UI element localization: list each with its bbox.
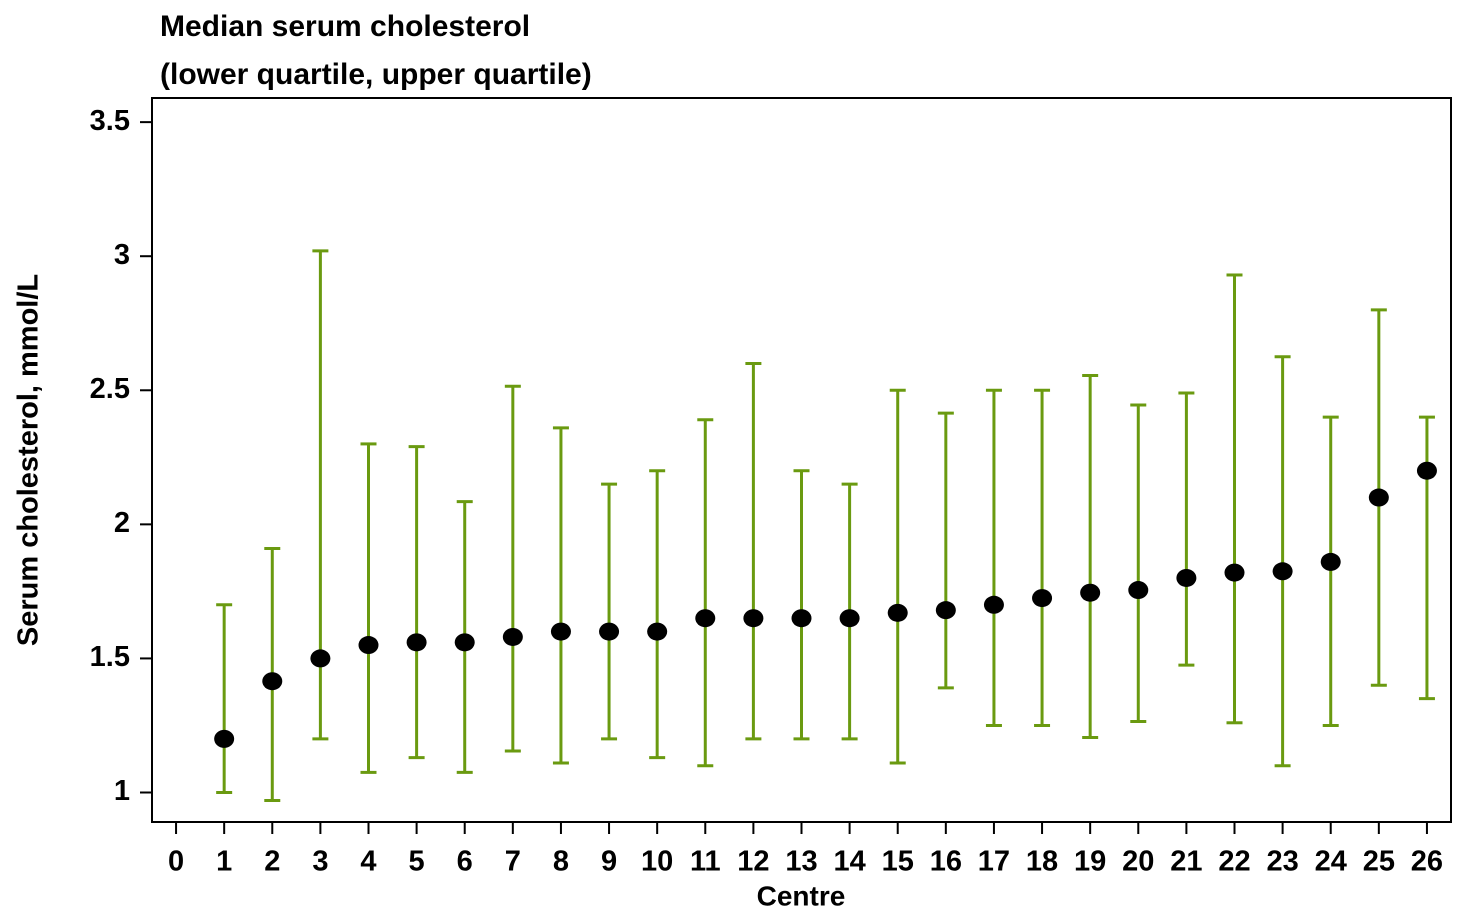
median-point (1224, 563, 1245, 582)
median-point (935, 601, 956, 620)
median-point (599, 622, 620, 641)
median-point (983, 595, 1004, 614)
median-point (743, 609, 764, 628)
x-tick-label: 18 (1026, 846, 1058, 878)
median-point (647, 622, 668, 641)
x-tick-label: 6 (457, 846, 473, 878)
y-axis-title: Serum cholesterol, mmol/L (13, 274, 45, 646)
median-point (1080, 583, 1101, 602)
median-point (214, 729, 235, 748)
x-tick-label: 0 (168, 846, 184, 878)
y-tick-label: 3.5 (90, 105, 130, 137)
x-tick-label: 2 (264, 846, 280, 878)
x-tick-label: 7 (505, 846, 521, 878)
median-point (1272, 562, 1293, 581)
median-point (1128, 581, 1149, 600)
x-tick-label: 4 (360, 846, 376, 878)
x-tick-label: 14 (833, 846, 865, 878)
x-tick-label: 3 (312, 846, 328, 878)
median-point (839, 609, 860, 628)
median-point (791, 609, 812, 628)
x-tick-label: 1 (216, 846, 232, 878)
y-tick-label: 3 (114, 239, 130, 271)
x-tick-label: 8 (553, 846, 569, 878)
x-tick-label: 16 (930, 846, 962, 878)
y-tick-label: 1 (114, 775, 130, 807)
x-tick-label: 26 (1411, 846, 1443, 878)
x-tick-label: 17 (978, 846, 1010, 878)
median-point (502, 627, 523, 646)
median-point (454, 633, 475, 652)
x-tick-label: 20 (1122, 846, 1154, 878)
x-tick-label: 25 (1363, 846, 1395, 878)
x-tick-label: 15 (882, 846, 914, 878)
x-tick-label: 19 (1074, 846, 1106, 878)
median-point (406, 633, 427, 652)
x-tick-label: 9 (601, 846, 617, 878)
x-tick-label: 22 (1218, 846, 1250, 878)
x-tick-label: 10 (641, 846, 673, 878)
x-tick-label: 5 (409, 846, 425, 878)
x-tick-label: 23 (1266, 846, 1298, 878)
chart-title: Median serum cholesterol (160, 10, 530, 43)
x-tick-label: 24 (1315, 846, 1347, 878)
x-tick-label: 13 (785, 846, 817, 878)
median-point (1320, 552, 1341, 571)
median-point (1416, 461, 1437, 480)
chart-subtitle: (lower quartile, upper quartile) (160, 58, 592, 91)
y-tick-label: 2.5 (90, 373, 130, 405)
median-point (550, 622, 571, 641)
x-tick-label: 21 (1170, 846, 1202, 878)
x-axis-title: Centre (757, 880, 846, 911)
x-tick-label: 11 (690, 846, 721, 878)
median-point (262, 672, 283, 691)
median-point (1176, 568, 1197, 587)
y-tick-label: 2 (114, 507, 130, 539)
x-tick-label: 12 (737, 846, 769, 878)
median-point (1368, 488, 1389, 507)
median-point (358, 636, 379, 655)
median-point (695, 609, 716, 628)
median-point (310, 649, 331, 668)
median-point (887, 603, 908, 622)
y-tick-label: 1.5 (90, 641, 130, 673)
median-point (1032, 589, 1053, 608)
